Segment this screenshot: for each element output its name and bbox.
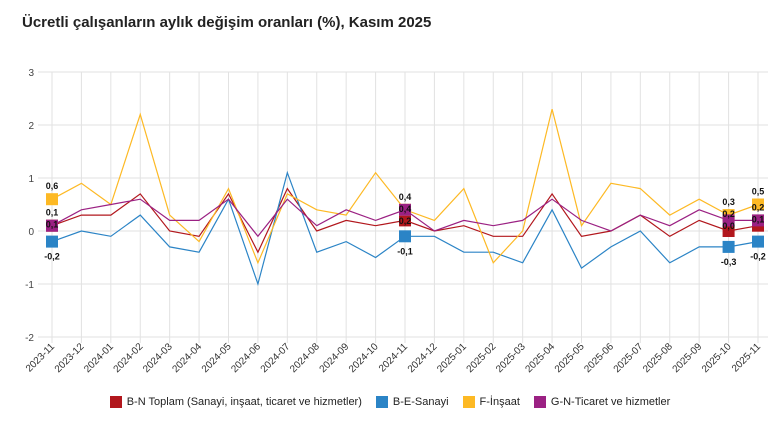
data-label: 0,0 — [722, 221, 735, 231]
data-label: 0,1 — [752, 214, 765, 224]
legend-label: F-İnşaat — [479, 396, 520, 408]
x-tick-label: 2024-01 — [82, 341, 116, 375]
data-point-marker — [752, 198, 764, 211]
x-tick-label: 2025-06 — [582, 341, 616, 375]
x-tick-label: 2023-12 — [53, 341, 87, 375]
x-tick-label: 2024-03 — [141, 341, 175, 375]
data-label: 0,2 — [752, 202, 765, 212]
x-tick-label: 2025-05 — [553, 341, 587, 375]
y-tick-label: 2 — [28, 121, 34, 132]
data-point-marker — [399, 203, 411, 216]
legend-item[interactable]: B-E-Sanayi — [375, 396, 449, 408]
data-point-marker — [399, 230, 411, 243]
legend-label: B-N Toplam (Sanayi, inşaat, ticaret ve h… — [126, 396, 362, 408]
x-tick-label: 2025-10 — [700, 341, 734, 375]
x-tick-label: 2025-08 — [641, 341, 675, 375]
data-point-marker — [722, 214, 735, 227]
data-point-marker — [399, 214, 411, 227]
y-tick-label: 0 — [28, 227, 34, 238]
x-tick-label: 2024-05 — [200, 341, 234, 375]
x-tick-label: 2025-09 — [671, 341, 705, 375]
x-tick-label: 2025-11 — [730, 341, 764, 375]
data-point-marker — [46, 193, 58, 206]
data-label: 0,4 — [399, 204, 412, 214]
data-label: 0,6 — [46, 181, 59, 191]
x-tick-label: 2024-08 — [288, 341, 322, 375]
x-tick-label: 2024-10 — [347, 341, 381, 375]
data-label: 0,2 — [399, 216, 412, 226]
legend-swatch — [533, 396, 546, 408]
x-tick-label: 2025-01 — [435, 341, 469, 375]
data-label: 0,1 — [46, 220, 59, 230]
chart-title: Ücretli çalışanların aylık değişim oranl… — [22, 14, 432, 31]
data-label: 0,2 — [722, 209, 735, 219]
y-tick-label: -2 — [25, 333, 34, 344]
legend-swatch — [375, 396, 388, 408]
x-tick-label: 2025-03 — [494, 341, 528, 375]
legend-swatch — [109, 396, 122, 408]
legend-item[interactable]: F-İnşaat — [462, 396, 520, 408]
x-tick-label: 2025-04 — [523, 341, 557, 375]
x-tick-label: 2024-07 — [259, 341, 293, 375]
data-point-marker — [46, 235, 58, 248]
x-tick-label: 2024-09 — [318, 341, 352, 375]
data-label: -0,3 — [721, 257, 737, 267]
data-label: -0,1 — [397, 246, 413, 256]
data-label: 0,3 — [722, 197, 735, 207]
data-point-marker — [46, 219, 58, 232]
data-label: 0,5 — [752, 187, 765, 197]
legend-swatch — [462, 396, 475, 408]
y-tick-label: 1 — [28, 174, 34, 185]
legend-item[interactable]: G-N-Ticaret ve hizmetler — [533, 396, 671, 408]
x-tick-label: 2025-02 — [465, 341, 499, 375]
x-tick-label: 2024-02 — [112, 341, 146, 375]
data-label: 0,4 — [399, 192, 412, 202]
legend: B-N Toplam (Sanayi, inşaat, ticaret ve h… — [0, 396, 780, 408]
legend-label: G-N-Ticaret ve hizmetler — [550, 396, 671, 408]
legend-item[interactable]: B-N Toplam (Sanayi, inşaat, ticaret ve h… — [109, 396, 362, 408]
x-tick-label: 2024-04 — [170, 341, 204, 375]
data-point-marker — [722, 240, 735, 253]
legend-label: B-E-Sanayi — [392, 396, 449, 408]
x-tick-label: 2025-07 — [612, 341, 646, 375]
x-tick-label: 2024-06 — [229, 341, 263, 375]
data-label: -0,2 — [44, 252, 60, 262]
y-tick-label: -1 — [25, 280, 34, 291]
data-label: 0,1 — [46, 208, 59, 218]
x-tick-label: 2023-11 — [24, 341, 58, 375]
x-tick-label: 2024-11 — [377, 341, 411, 375]
data-point-marker — [752, 235, 764, 248]
y-tick-label: 3 — [28, 68, 34, 79]
x-tick-label: 2024-12 — [406, 341, 440, 375]
data-label: -0,2 — [750, 252, 766, 262]
data-point-marker — [752, 214, 764, 227]
data-point-marker — [722, 225, 735, 237]
